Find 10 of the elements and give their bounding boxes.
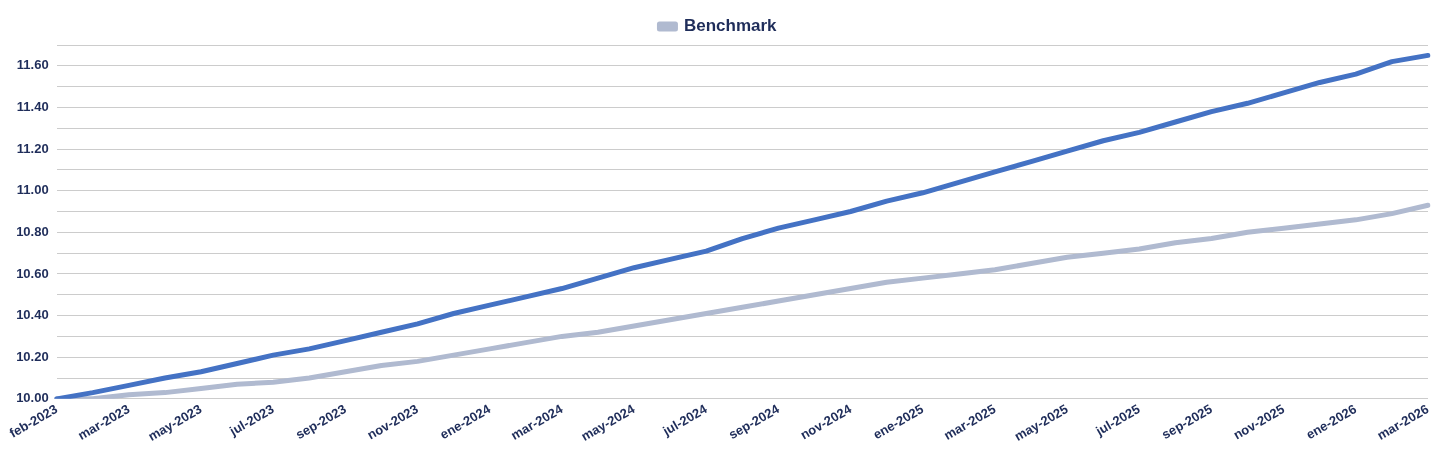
y-tick-label: 11.40 [16,99,49,115]
y-tick-label: 11.20 [16,140,49,156]
y-tick-label: 11.60 [16,57,49,73]
y-tick-label: 10.00 [16,390,49,406]
legend-label: Benchmark [683,16,778,36]
y-tick-label: 11.00 [16,182,49,198]
y-tick-label: 10.20 [16,348,49,364]
y-tick-label: 10.80 [16,223,49,239]
y-tick-label: 10.60 [16,265,49,281]
y-tick-label: 10.40 [16,307,49,323]
